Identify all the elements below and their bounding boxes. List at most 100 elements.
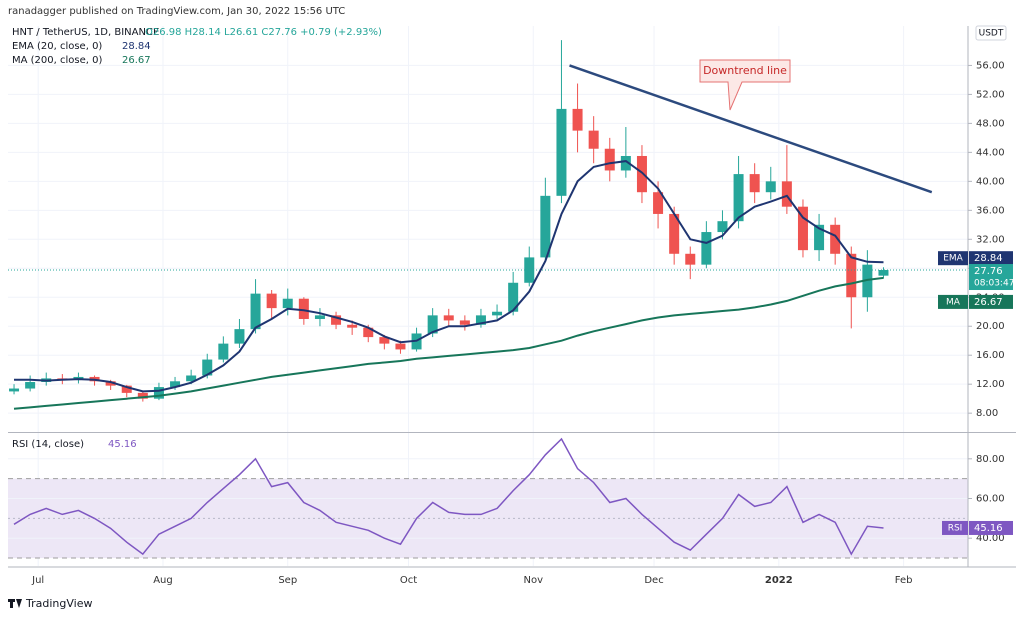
candle-body xyxy=(282,298,293,309)
candle-body xyxy=(105,381,116,386)
candle-body xyxy=(121,385,132,393)
x-tick-label: Nov xyxy=(524,575,544,586)
candle-body xyxy=(733,174,744,222)
legend-rsi-value: 45.16 xyxy=(108,439,137,450)
badge-label: EMA xyxy=(943,254,963,264)
x-tick-label: 2022 xyxy=(765,575,793,586)
candle-body xyxy=(636,155,647,193)
x-tick-label: Oct xyxy=(400,575,417,586)
candle-body xyxy=(475,315,486,325)
candle-body xyxy=(202,359,213,376)
legend-ema-value: 28.84 xyxy=(122,41,151,52)
footer-logo: TradingView xyxy=(8,597,92,610)
currency-box[interactable] xyxy=(975,25,1007,41)
x-tick-label: Sep xyxy=(278,575,297,586)
candle-body xyxy=(604,148,615,171)
candle-body xyxy=(765,181,776,193)
candle-body xyxy=(9,388,20,392)
candle-body xyxy=(588,130,599,149)
legend-ma-value: 26.67 xyxy=(122,55,151,66)
candle-body xyxy=(620,155,631,171)
candle-body xyxy=(556,108,567,196)
y-tick-label: 56.00 xyxy=(976,60,1005,71)
x-tick-label: Feb xyxy=(895,575,913,586)
badge-value: 45.16 xyxy=(974,523,1003,534)
y-tick-label: 40.00 xyxy=(976,533,1005,544)
badge-value: 26.67 xyxy=(974,297,1003,308)
y-tick-label: 48.00 xyxy=(976,118,1005,129)
candle-body xyxy=(153,387,164,399)
candle-body xyxy=(492,311,503,316)
candle-body xyxy=(524,257,535,283)
candle-body xyxy=(298,298,309,319)
y-tick-label: 32.00 xyxy=(976,234,1005,245)
candle-body xyxy=(862,264,873,298)
y-tick-label: 8.00 xyxy=(976,408,998,419)
candle-body xyxy=(266,293,277,309)
currency[interactable]: USDT xyxy=(979,29,1004,39)
candle-body xyxy=(347,324,358,328)
candle-body xyxy=(186,375,197,382)
candle-body xyxy=(508,282,519,312)
price-badge-value: 27.76 xyxy=(974,266,1003,277)
candle-body xyxy=(170,381,181,388)
badge-value-bg xyxy=(969,294,1013,309)
badge-label: MA xyxy=(946,297,961,307)
candle-body xyxy=(814,224,825,251)
y-tick-label: 60.00 xyxy=(976,494,1005,505)
candle-body xyxy=(572,108,583,131)
series-line xyxy=(13,437,884,556)
candle-body xyxy=(137,392,148,399)
candle-body xyxy=(459,320,470,325)
price-badge-bg xyxy=(969,264,1013,291)
candle-body xyxy=(830,224,841,254)
badge-label-bg xyxy=(938,251,968,266)
callout-text: Downtrend line xyxy=(703,64,787,77)
candle-body xyxy=(234,329,245,344)
candle-body xyxy=(685,253,696,265)
badge-value-bg xyxy=(969,520,1013,535)
y-tick-label: 20.00 xyxy=(976,321,1005,332)
candle-body xyxy=(250,293,261,330)
brand: TradingView xyxy=(25,597,92,610)
candle-body xyxy=(878,270,889,276)
candle-body xyxy=(331,315,342,325)
candle-body xyxy=(653,192,664,214)
candle-body xyxy=(25,382,36,389)
ohlc-values: O26.98 H28.14 L26.61 C27.76 +0.79 (+2.93… xyxy=(145,27,382,38)
badge-value: 28.84 xyxy=(974,253,1003,264)
candle-body xyxy=(379,337,390,344)
candle-body xyxy=(540,195,551,258)
candle-body xyxy=(669,213,680,254)
logo-mark xyxy=(8,599,22,608)
x-tick-label: Jul xyxy=(31,575,44,586)
badge-label: RSI xyxy=(948,523,963,533)
series-line xyxy=(13,276,884,410)
legend-rsi: RSI (14, close) xyxy=(12,439,84,450)
candle-body xyxy=(797,206,808,251)
legend-ma: MA (200, close, 0) xyxy=(12,55,102,66)
y-tick-label: 44.00 xyxy=(976,147,1005,158)
y-tick-label: 40.00 xyxy=(976,176,1005,187)
y-tick-label: 16.00 xyxy=(976,350,1005,361)
grid xyxy=(8,26,968,566)
badge-value-bg xyxy=(969,251,1013,266)
candle-body xyxy=(701,232,712,265)
candle-body xyxy=(218,343,229,360)
badge-label-bg xyxy=(942,520,968,535)
y-tick-label: 36.00 xyxy=(976,205,1005,216)
y-tick-label: 80.00 xyxy=(976,454,1005,465)
publish-note: ranadagger published on TradingView.com,… xyxy=(8,6,345,17)
price-countdown: 08:03:47 xyxy=(974,279,1014,289)
y-tick-label: 52.00 xyxy=(976,89,1005,100)
candle-body xyxy=(427,315,438,334)
x-tick-label: Dec xyxy=(644,575,663,586)
candle-body xyxy=(717,221,728,233)
candle-body xyxy=(846,253,857,298)
badge-label-bg xyxy=(938,294,968,309)
trend-line xyxy=(569,64,933,194)
callout xyxy=(699,59,791,111)
x-tick-label: Aug xyxy=(153,575,173,586)
